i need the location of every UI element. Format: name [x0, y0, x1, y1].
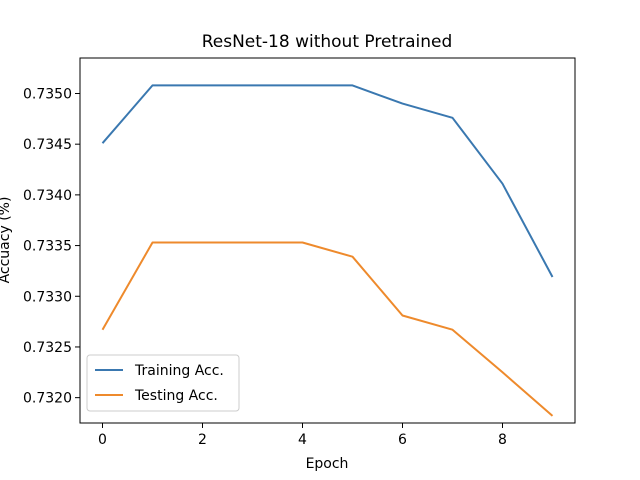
y-tick-label: 0.7335	[23, 239, 72, 255]
series-line-1	[101, 241, 554, 417]
y-tick-label: 0.7330	[23, 289, 72, 305]
x-axis-title: Epoch	[306, 456, 349, 472]
y-axis-title: Accuacy (%)	[0, 197, 13, 284]
legend-label: Testing Acc.	[134, 388, 218, 404]
y-tick-label: 0.7320	[23, 391, 72, 407]
plot-area	[79, 57, 576, 424]
series-line-0	[101, 84, 554, 278]
series-group	[101, 84, 554, 417]
chart-title: ResNet-18 without Pretrained	[202, 32, 453, 52]
y-axis: 0.7320 0.7325 0.7330 0.7335 0.7340 0.7345 0.73…	[23, 86, 80, 407]
plot-frame	[79, 57, 576, 424]
y-tick-label: 0.7345	[23, 137, 72, 153]
legend-label: Training Acc.	[134, 363, 224, 379]
legend: Training Acc. Testing Acc.	[86, 354, 240, 412]
x-tick-label: 0	[98, 432, 107, 448]
x-tick-label: 4	[298, 432, 307, 448]
y-tick-label: 0.7340	[23, 188, 72, 204]
x-tick-label: 8	[498, 432, 507, 448]
x-axis: 0 2 4 6 8	[98, 423, 507, 448]
x-tick-label: 2	[198, 432, 207, 448]
y-tick-label: 0.7350	[23, 86, 72, 102]
x-tick-label: 6	[398, 432, 407, 448]
legend-box	[86, 354, 240, 412]
y-tick-label: 0.7325	[23, 340, 72, 356]
